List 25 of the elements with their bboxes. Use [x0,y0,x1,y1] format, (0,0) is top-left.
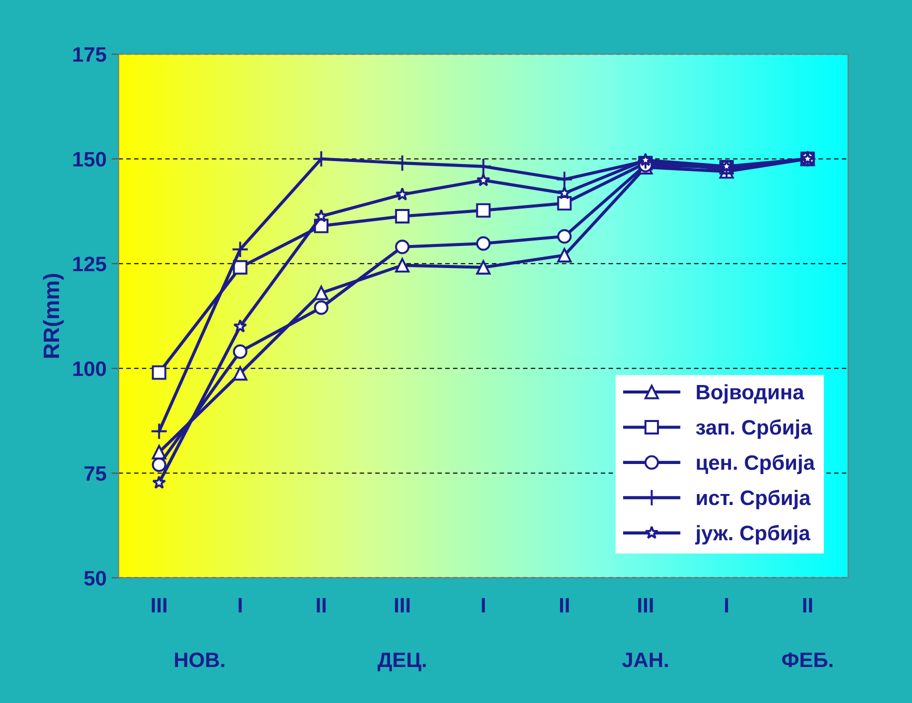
text: ЈАН. [622,652,668,668]
legend-label: јуж. Србија [695,524,810,545]
y-tick-label: 125 [73,256,106,272]
y-axis-title: RR(mm) [42,274,64,358]
x-tick-label: I [725,598,728,612]
legend-label: ист. Србија [696,490,811,510]
legend-label: цен. Србија [696,454,815,474]
x-tick-label: II [803,598,812,612]
text: НОВ. [174,652,224,668]
legend-label: Војводина [696,384,804,404]
x-tick-label: III [395,598,410,612]
y-tick-label: 50 [84,570,106,586]
x-tick-label: III [638,598,653,612]
y-tick-label: 75 [84,466,106,481]
x-tick-label: I [238,598,242,612]
y-tick-label: 100 [73,361,106,376]
text: ФЕБ. [782,652,832,668]
x-tick-label: III [152,598,166,612]
x-tick-label: II [316,598,326,612]
text: ДЕЦ. [378,652,426,672]
x-tick-label: I [482,598,485,612]
legend-label: зап. Србија [696,419,812,439]
x-tick-label: II [560,598,569,612]
y-tick-label: 150 [73,152,106,167]
y-tick-label: 175 [73,47,106,62]
